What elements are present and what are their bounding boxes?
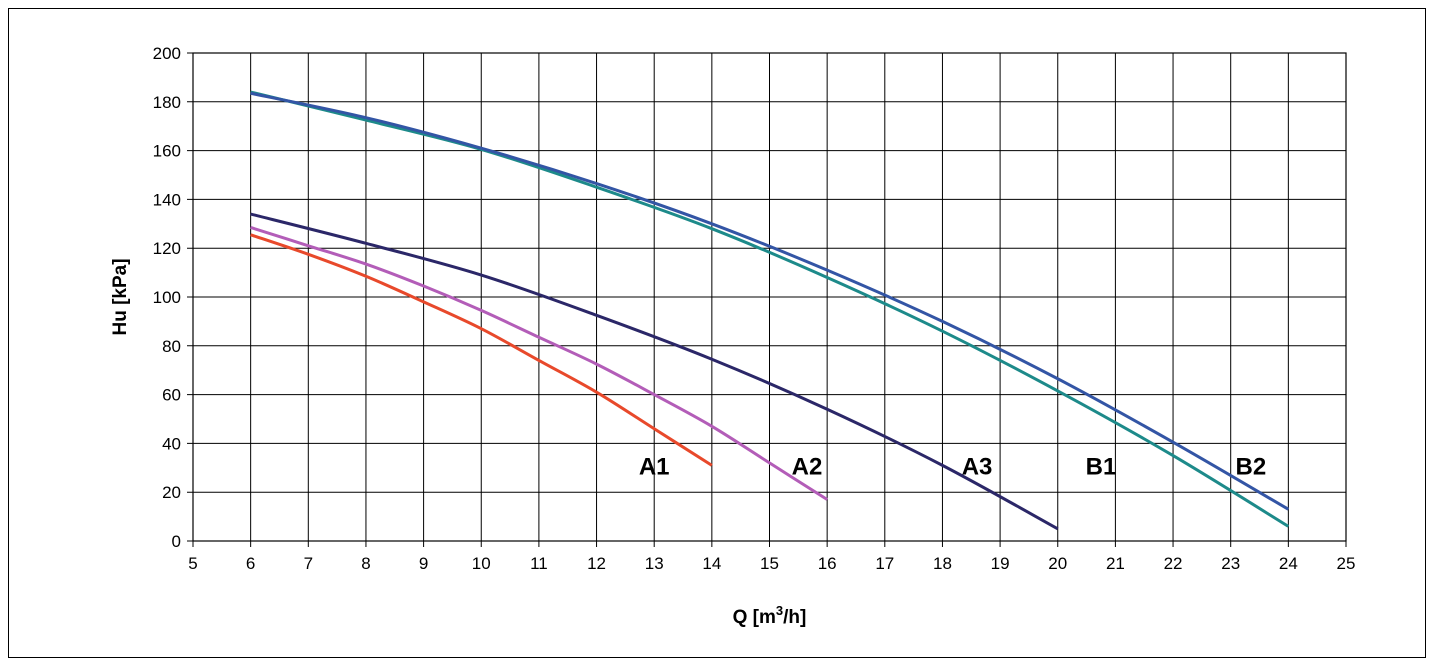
tick-labels: 5 6 7 8 9 10 11 12 13 14 15 16 17 18 19 20 21 22 23 24 25 0 20… (153, 44, 1356, 573)
x-tick-label: 10 (472, 554, 491, 573)
y-tick-label: 60 (162, 386, 181, 405)
series-line-a2 (250, 226, 828, 501)
x-tick-label: 19 (991, 554, 1010, 573)
series-labels: A1 A2 A3 B1 B2 (639, 453, 1266, 480)
x-tick-label: 9 (419, 554, 428, 573)
x-tick-label: 17 (875, 554, 894, 573)
y-tick-label: 100 (153, 288, 181, 307)
series-label-b1: B1 (1086, 453, 1117, 480)
grid (187, 52, 1347, 547)
series-line-a3 (250, 212, 1059, 531)
x-tick-label: 8 (361, 554, 370, 573)
x-tick-label: 6 (246, 554, 255, 573)
chart-frame: 5 6 7 8 9 10 11 12 13 14 15 16 17 18 19 20 21 22 23 24 25 0 20… (8, 8, 1426, 658)
series-label-a3: A3 (962, 453, 993, 480)
x-axis-title: Q [m3/h] (733, 603, 807, 628)
y-tick-label: 160 (153, 142, 181, 161)
pump-curve-chart: 5 6 7 8 9 10 11 12 13 14 15 16 17 18 19 20 21 22 23 24 25 0 20… (110, 44, 1356, 628)
x-tick-label: 15 (760, 554, 779, 573)
x-tick-label: 23 (1221, 554, 1240, 573)
x-tick-label: 5 (188, 554, 197, 573)
series-label-a1: A1 (639, 453, 670, 480)
y-tick-label: 120 (153, 239, 181, 258)
y-axis-title: Hu [kPa] (110, 258, 131, 335)
series-label-b2: B2 (1236, 453, 1267, 480)
plot-border (192, 52, 1347, 542)
x-tick-label: 24 (1279, 554, 1298, 573)
x-tick-label: 14 (702, 554, 721, 573)
x-tick-label: 22 (1164, 554, 1183, 573)
x-tick-label: 18 (933, 554, 952, 573)
series-label-a2: A2 (792, 453, 823, 480)
x-tick-label: 12 (587, 554, 606, 573)
x-tick-label: 13 (645, 554, 664, 573)
y-tick-label: 80 (162, 337, 181, 356)
x-tick-label: 25 (1337, 554, 1356, 573)
x-tick-label: 11 (530, 554, 548, 573)
y-tick-label: 0 (172, 532, 181, 551)
y-tick-label: 20 (162, 483, 181, 502)
series-line-a1 (250, 233, 713, 467)
y-tick-label: 180 (153, 93, 181, 112)
x-tick-label: 21 (1106, 554, 1125, 573)
series-line-b1 (250, 90, 1290, 528)
y-tick-label: 200 (153, 44, 181, 63)
x-tick-label: 16 (818, 554, 837, 573)
series-line-b2 (250, 91, 1290, 511)
x-tick-label: 7 (304, 554, 313, 573)
series-lines (250, 90, 1290, 531)
y-tick-label: 40 (162, 434, 181, 453)
x-tick-label: 20 (1048, 554, 1067, 573)
y-tick-label: 140 (153, 190, 181, 209)
